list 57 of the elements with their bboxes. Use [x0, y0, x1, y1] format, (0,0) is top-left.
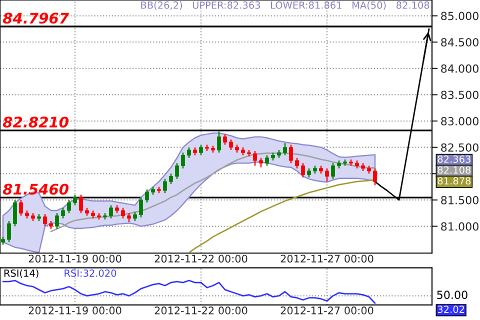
- candlestick: [79, 194, 83, 214]
- candlestick: [55, 212, 59, 230]
- candlestick: [43, 214, 47, 227]
- candlestick: [253, 150, 257, 166]
- candlestick: [199, 144, 203, 156]
- candlestick: [7, 220, 11, 243]
- text: RSI(14): [4, 269, 38, 278]
- ref-line-label: 84.7967: [2, 12, 69, 24]
- candlestick: [301, 162, 305, 178]
- x-tick-label: 2012-11-27 00:00: [280, 306, 374, 314]
- candlestick: [67, 199, 71, 214]
- candlestick: [295, 157, 299, 170]
- text: RSI:32.020: [64, 269, 116, 277]
- x-tick-label: 2012-11-22 00:00: [154, 254, 248, 263]
- candlestick: [169, 173, 173, 185]
- y-tick-label: 84.500: [441, 38, 478, 46]
- candlestick: [283, 142, 287, 156]
- x-tick-label: 2012-11-19 00:00: [28, 254, 122, 263]
- candlestick: [331, 162, 335, 180]
- candlestick: [121, 207, 125, 220]
- text: 82.108: [438, 166, 471, 174]
- x-tick-label: 2012-11-19 00:00: [28, 306, 122, 314]
- y-tick-label: 81.500: [441, 196, 478, 204]
- y-tick-label: 83.000: [441, 117, 478, 126]
- candlestick: [217, 130, 221, 154]
- candlestick: [139, 196, 143, 218]
- y-tick-label: 85.000: [441, 12, 478, 20]
- candlestick: [229, 138, 233, 151]
- candlestick: [13, 199, 17, 227]
- annotation: BB(26,2) UPPER:82.363 LOWER:81.861 MA(50) 82.108: [141, 1, 430, 10]
- candlestick: [163, 178, 167, 194]
- text: 81.878: [438, 177, 471, 185]
- candlestick: [109, 204, 113, 220]
- candlestick: [175, 162, 179, 180]
- text: 50.00: [437, 290, 468, 300]
- text: 32.02: [438, 306, 464, 313]
- y-tick-label: 83.500: [441, 90, 478, 100]
- x-tick-label: 2012-11-22 00:00: [154, 306, 248, 314]
- candlestick: [265, 154, 269, 166]
- x-tick-label: 2012-11-27 00:00: [280, 254, 374, 263]
- ref-line-label: 82.8210: [2, 116, 68, 128]
- y-tick-label: 81.000: [441, 222, 478, 231]
- text: 82.363: [438, 155, 470, 163]
- candlestick: [259, 157, 263, 168]
- candlestick: [61, 207, 65, 220]
- candlestick: [19, 199, 23, 216]
- candlestick: [73, 194, 77, 206]
- candlestick: [289, 144, 293, 164]
- y-tick-label: 84.000: [441, 64, 478, 73]
- candlestick: [145, 188, 149, 204]
- candlestick: [181, 152, 185, 170]
- candlestick: [223, 134, 227, 146]
- candlestick: [325, 168, 329, 182]
- ref-line-label: 81.5460: [2, 184, 68, 195]
- candlestick: [373, 168, 377, 186]
- candlestick: [187, 146, 191, 158]
- y-tick-label: 82.500: [441, 143, 478, 152]
